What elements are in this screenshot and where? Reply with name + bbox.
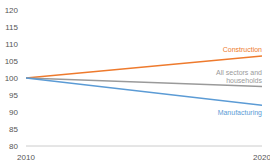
- svg-text:90: 90: [9, 108, 18, 117]
- svg-text:110: 110: [5, 40, 18, 49]
- svg-text:2020: 2020: [253, 153, 270, 162]
- svg-text:2010: 2010: [17, 153, 35, 162]
- svg-text:80: 80: [9, 142, 18, 151]
- svg-text:115: 115: [5, 23, 18, 32]
- svg-text:All sectors andhouseholds: All sectors andhouseholds: [216, 69, 262, 84]
- svg-text:Manufacturing: Manufacturing: [218, 109, 262, 117]
- svg-text:120: 120: [5, 6, 19, 15]
- svg-text:85: 85: [9, 125, 18, 134]
- svg-text:105: 105: [5, 57, 19, 66]
- svg-text:95: 95: [9, 91, 18, 100]
- svg-text:100: 100: [5, 74, 19, 83]
- svg-text:Construction: Construction: [223, 46, 262, 53]
